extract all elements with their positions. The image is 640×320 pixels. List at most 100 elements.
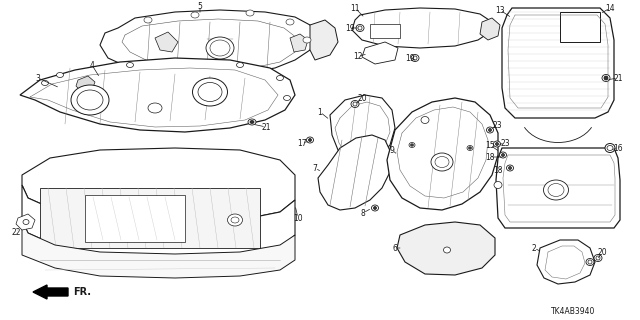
Polygon shape xyxy=(22,220,295,278)
Ellipse shape xyxy=(435,156,449,167)
Text: 23: 23 xyxy=(500,139,510,148)
Text: 6: 6 xyxy=(392,244,397,252)
Ellipse shape xyxy=(210,40,230,56)
Ellipse shape xyxy=(543,180,568,200)
Polygon shape xyxy=(352,8,492,48)
Ellipse shape xyxy=(303,37,311,43)
Polygon shape xyxy=(318,135,392,210)
Ellipse shape xyxy=(191,12,199,18)
Polygon shape xyxy=(100,10,315,76)
Ellipse shape xyxy=(308,139,312,141)
Polygon shape xyxy=(397,222,495,275)
Text: 2: 2 xyxy=(532,244,536,252)
Text: 8: 8 xyxy=(360,209,365,218)
Text: 10: 10 xyxy=(293,213,303,222)
Ellipse shape xyxy=(246,10,254,16)
Text: 1: 1 xyxy=(317,108,323,116)
Ellipse shape xyxy=(77,90,103,110)
Text: FR.: FR. xyxy=(73,287,91,297)
Polygon shape xyxy=(40,188,260,248)
Ellipse shape xyxy=(548,183,564,196)
Ellipse shape xyxy=(127,62,134,68)
Text: 21: 21 xyxy=(261,123,271,132)
Text: 7: 7 xyxy=(312,164,317,172)
Text: 4: 4 xyxy=(90,60,95,69)
Ellipse shape xyxy=(594,254,602,261)
Ellipse shape xyxy=(468,147,472,149)
Ellipse shape xyxy=(494,181,502,188)
Ellipse shape xyxy=(356,25,364,31)
Polygon shape xyxy=(155,32,178,52)
Polygon shape xyxy=(362,42,398,64)
Text: 11: 11 xyxy=(350,4,360,12)
Ellipse shape xyxy=(237,62,243,68)
Polygon shape xyxy=(22,185,295,257)
Polygon shape xyxy=(85,195,185,242)
Ellipse shape xyxy=(605,143,615,153)
Text: 22: 22 xyxy=(12,228,20,236)
Text: 5: 5 xyxy=(198,2,202,11)
Ellipse shape xyxy=(231,217,239,223)
Text: 12: 12 xyxy=(353,52,363,60)
Ellipse shape xyxy=(411,54,419,61)
Ellipse shape xyxy=(499,152,506,158)
Polygon shape xyxy=(20,58,295,132)
Ellipse shape xyxy=(502,154,504,156)
Ellipse shape xyxy=(495,142,499,146)
Text: 14: 14 xyxy=(605,4,615,12)
Ellipse shape xyxy=(602,75,610,82)
Ellipse shape xyxy=(588,260,592,264)
Ellipse shape xyxy=(607,146,613,150)
Ellipse shape xyxy=(486,127,493,133)
Polygon shape xyxy=(387,98,498,210)
Ellipse shape xyxy=(307,137,314,143)
Polygon shape xyxy=(480,18,500,40)
Ellipse shape xyxy=(509,166,511,170)
Ellipse shape xyxy=(351,100,359,108)
Ellipse shape xyxy=(198,83,222,101)
Polygon shape xyxy=(537,240,595,284)
Polygon shape xyxy=(310,20,338,60)
Ellipse shape xyxy=(206,37,234,59)
Text: 18: 18 xyxy=(485,153,495,162)
Ellipse shape xyxy=(276,76,284,81)
Ellipse shape xyxy=(371,205,378,211)
Text: 20: 20 xyxy=(357,93,367,102)
Text: 13: 13 xyxy=(495,5,505,14)
Ellipse shape xyxy=(144,17,152,23)
Text: 23: 23 xyxy=(492,121,502,130)
Polygon shape xyxy=(76,76,95,92)
Text: 9: 9 xyxy=(390,146,394,155)
Ellipse shape xyxy=(248,119,256,125)
Ellipse shape xyxy=(353,102,357,106)
FancyArrow shape xyxy=(33,285,68,299)
Polygon shape xyxy=(16,214,35,230)
Ellipse shape xyxy=(284,95,291,100)
Text: TK4AB3940: TK4AB3940 xyxy=(550,308,595,316)
Ellipse shape xyxy=(467,146,473,150)
Ellipse shape xyxy=(431,153,453,171)
Polygon shape xyxy=(560,12,600,42)
Ellipse shape xyxy=(413,56,417,60)
Polygon shape xyxy=(502,8,614,118)
Ellipse shape xyxy=(493,141,500,147)
Polygon shape xyxy=(22,148,295,222)
Ellipse shape xyxy=(23,220,29,225)
Polygon shape xyxy=(496,148,620,228)
Text: 19: 19 xyxy=(405,53,415,62)
Text: 20: 20 xyxy=(597,247,607,257)
Ellipse shape xyxy=(286,19,294,25)
Text: 21: 21 xyxy=(613,74,623,83)
Text: 15: 15 xyxy=(485,140,495,149)
Ellipse shape xyxy=(604,76,608,80)
Ellipse shape xyxy=(421,116,429,124)
Polygon shape xyxy=(290,34,308,52)
Ellipse shape xyxy=(444,247,451,253)
Ellipse shape xyxy=(410,144,413,146)
Ellipse shape xyxy=(71,85,109,115)
Ellipse shape xyxy=(374,206,376,210)
Text: 16: 16 xyxy=(613,143,623,153)
Polygon shape xyxy=(370,24,400,38)
Text: 18: 18 xyxy=(493,165,503,174)
Ellipse shape xyxy=(250,121,254,124)
